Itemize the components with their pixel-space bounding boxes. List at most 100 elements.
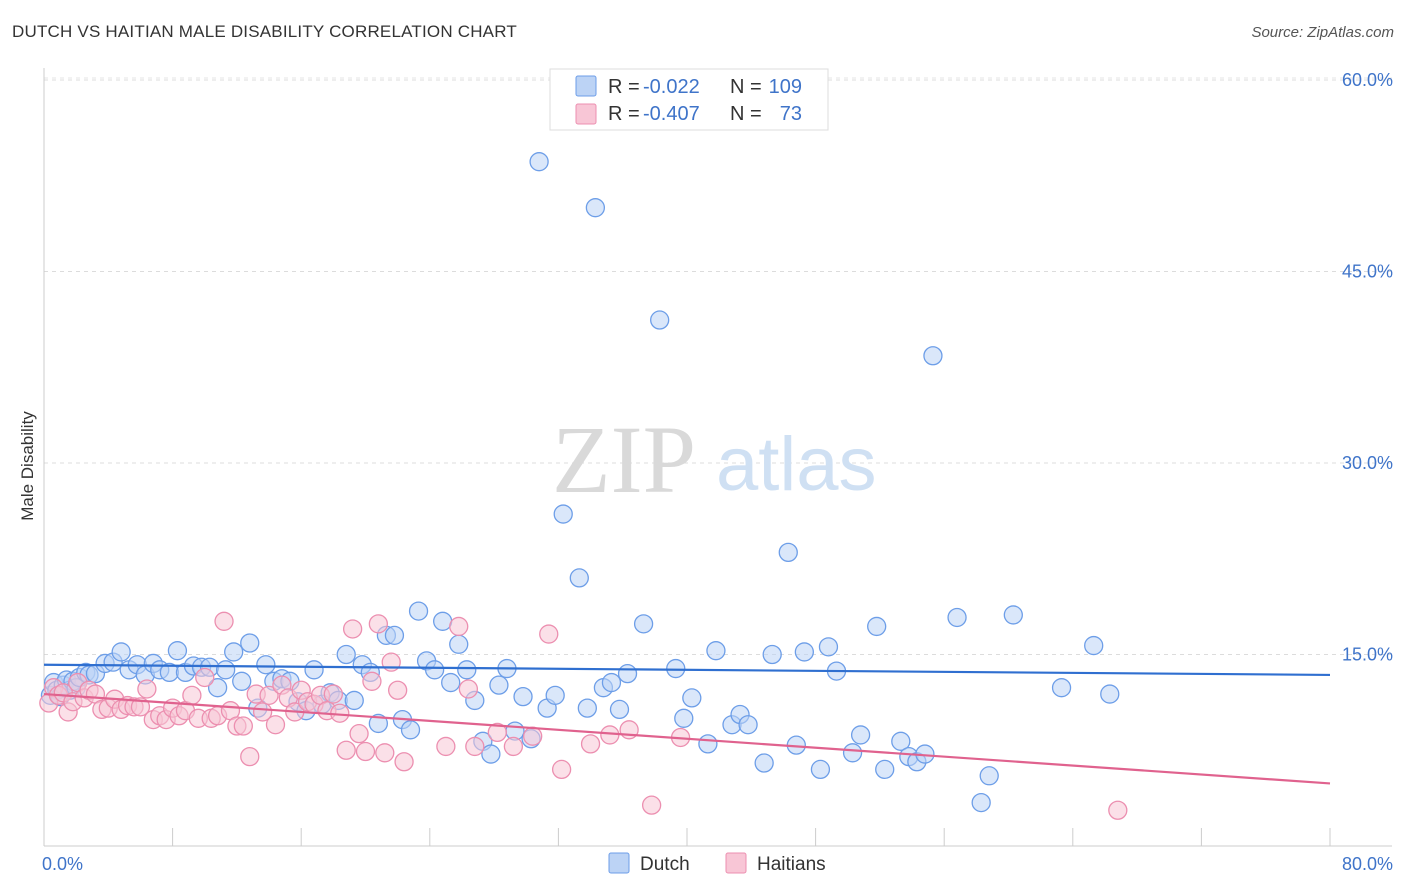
point-dutch-108 bbox=[1003, 605, 1023, 625]
series-legend: Dutch Haitians bbox=[608, 852, 826, 875]
point-haitians-72 bbox=[1108, 800, 1128, 820]
point-dutch-80 bbox=[666, 658, 686, 679]
axes bbox=[43, 68, 1392, 847]
point-dutch-109 bbox=[1051, 678, 1072, 698]
point-haitians-35 bbox=[252, 702, 273, 722]
point-dutch-39 bbox=[304, 660, 324, 680]
legend-r-label-haitians: R = bbox=[608, 103, 640, 125]
point-haitians-29 bbox=[214, 611, 234, 631]
point-dutch-30 bbox=[232, 671, 252, 691]
point-haitians-62 bbox=[487, 722, 507, 743]
point-dutch-96 bbox=[842, 743, 863, 763]
point-dutch-56 bbox=[441, 672, 461, 693]
point-haitians-32 bbox=[233, 716, 253, 736]
point-dutch-52 bbox=[408, 601, 429, 621]
point-dutch-100 bbox=[891, 731, 911, 751]
point-dutch-71 bbox=[569, 568, 589, 588]
point-dutch-75 bbox=[601, 672, 622, 693]
point-dutch-84 bbox=[706, 641, 726, 661]
legend-r-value-dutch: -0.022 bbox=[643, 76, 700, 98]
point-dutch-89 bbox=[762, 644, 782, 665]
legend-r-value-haitians: -0.407 bbox=[643, 103, 700, 125]
legend-n-label-haitians: N = bbox=[730, 103, 762, 125]
point-dutch-73 bbox=[577, 698, 597, 718]
point-haitians-16 bbox=[130, 697, 151, 717]
point-dutch-15 bbox=[111, 642, 131, 662]
point-dutch-90 bbox=[778, 542, 798, 563]
point-dutch-72 bbox=[585, 198, 606, 218]
point-haitians-53 bbox=[368, 614, 389, 634]
point-dutch-106 bbox=[971, 792, 991, 813]
point-dutch-99 bbox=[875, 759, 895, 780]
x-tick-label-max: 80.0% bbox=[1342, 854, 1393, 874]
series-legend-swatch-dutch bbox=[608, 852, 630, 874]
chart-title: DUTCH VS HAITIAN MALE DISABILITY CORRELA… bbox=[12, 22, 517, 41]
point-haitians-46 bbox=[323, 684, 344, 704]
point-haitians-67 bbox=[580, 734, 601, 754]
point-dutch-44 bbox=[344, 690, 364, 711]
point-haitians-52 bbox=[362, 671, 382, 691]
point-dutch-61 bbox=[481, 744, 501, 764]
point-dutch-58 bbox=[457, 660, 477, 680]
point-dutch-57 bbox=[449, 634, 469, 654]
tick-labels: 15.0% 30.0% 45.0% 60.0% 0.0% 80.0% bbox=[42, 70, 1393, 874]
watermark: ZIP atlas bbox=[552, 406, 877, 513]
point-haitians-36 bbox=[259, 685, 279, 706]
y-tick-label-60: 60.0% bbox=[1342, 70, 1393, 90]
point-haitians-65 bbox=[539, 624, 559, 644]
legend-n-label-dutch: N = bbox=[730, 76, 762, 98]
point-dutch-47 bbox=[368, 713, 389, 734]
point-haitians-58 bbox=[436, 736, 456, 757]
point-dutch-87 bbox=[738, 715, 758, 735]
y-tick-label-15: 15.0% bbox=[1342, 645, 1393, 665]
series-legend-label-haitians: Haitians bbox=[757, 854, 826, 875]
point-dutch-104 bbox=[923, 346, 943, 366]
point-dutch-82 bbox=[682, 688, 702, 708]
point-dutch-92 bbox=[794, 642, 814, 662]
point-dutch-97 bbox=[850, 725, 871, 745]
point-dutch-88 bbox=[754, 753, 774, 773]
legend-swatch-dutch bbox=[575, 75, 597, 97]
point-dutch-65 bbox=[513, 686, 533, 707]
point-dutch-51 bbox=[400, 720, 421, 740]
correlation-legend: R = -0.022 N = 109 R = -0.407 N = 73 bbox=[549, 68, 829, 131]
point-dutch-54 bbox=[424, 660, 445, 680]
point-haitians-17 bbox=[137, 679, 157, 699]
point-haitians-51 bbox=[355, 741, 376, 762]
trend-line-haitians bbox=[43, 692, 1331, 785]
point-dutch-76 bbox=[609, 699, 630, 720]
point-dutch-111 bbox=[1100, 684, 1120, 704]
point-haitians-59 bbox=[449, 616, 469, 637]
y-tick-label-30: 30.0% bbox=[1342, 453, 1393, 473]
x-tick-label-min: 0.0% bbox=[42, 854, 83, 874]
point-dutch-79 bbox=[650, 310, 670, 330]
point-dutch-93 bbox=[810, 759, 831, 780]
point-haitians-48 bbox=[336, 740, 356, 760]
series-legend-label-dutch: Dutch bbox=[640, 854, 690, 875]
point-haitians-63 bbox=[503, 736, 524, 757]
watermark-atlas: atlas bbox=[716, 422, 877, 507]
trend-lines bbox=[43, 663, 1331, 785]
point-haitians-33 bbox=[240, 746, 260, 767]
point-dutch-77 bbox=[617, 664, 638, 684]
point-haitians-24 bbox=[182, 685, 202, 706]
point-dutch-43 bbox=[336, 644, 356, 665]
watermark-zip: ZIP bbox=[552, 406, 696, 513]
point-haitians-66 bbox=[551, 759, 572, 780]
point-dutch-94 bbox=[818, 637, 839, 657]
point-dutch-78 bbox=[633, 614, 654, 634]
point-dutch-31 bbox=[240, 633, 260, 653]
grid-lines bbox=[44, 77, 1392, 655]
point-dutch-81 bbox=[674, 708, 694, 728]
point-dutch-49 bbox=[384, 625, 405, 645]
point-dutch-29 bbox=[224, 642, 244, 662]
point-dutch-110 bbox=[1084, 635, 1104, 656]
point-haitians-56 bbox=[387, 680, 408, 700]
point-haitians-70 bbox=[641, 795, 662, 815]
point-dutch-105 bbox=[947, 607, 967, 628]
point-dutch-98 bbox=[867, 616, 887, 637]
point-haitians-61 bbox=[465, 736, 485, 757]
legend-swatch-haitians bbox=[575, 103, 597, 125]
point-dutch-83 bbox=[698, 734, 718, 754]
